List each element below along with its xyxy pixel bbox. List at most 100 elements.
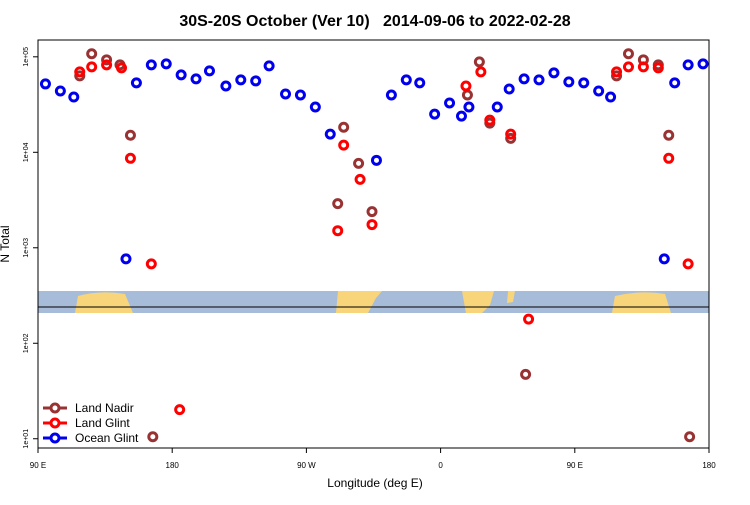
point (145, 59, 157, 71)
point (338, 139, 350, 151)
x-tick-label: 180 (702, 461, 716, 470)
point (160, 58, 172, 70)
point (250, 75, 262, 87)
point (130, 77, 142, 89)
point (414, 77, 426, 89)
point (563, 76, 575, 88)
point (280, 88, 292, 100)
point (145, 258, 157, 270)
point (338, 121, 350, 133)
point (663, 129, 675, 141)
y-tick-label: 1e+02 (23, 333, 30, 353)
point (332, 225, 344, 237)
point (652, 62, 664, 74)
legend-marker (49, 432, 61, 444)
point (682, 258, 694, 270)
point (74, 70, 86, 82)
point (68, 91, 80, 103)
point (505, 128, 517, 140)
point (663, 152, 675, 164)
point (473, 56, 485, 68)
point (637, 61, 649, 73)
point (54, 85, 66, 97)
plot-frame (37, 39, 710, 449)
point (593, 85, 605, 97)
point (491, 101, 503, 113)
point (203, 65, 215, 77)
point (124, 129, 136, 141)
point (86, 48, 98, 60)
point (682, 59, 694, 71)
point (669, 77, 681, 89)
point (354, 173, 366, 185)
point (101, 54, 113, 66)
point (366, 206, 378, 218)
point (370, 154, 382, 166)
point (116, 62, 128, 74)
point (455, 110, 467, 122)
y-tick-label: 1e+05 (23, 47, 30, 67)
y-tick-label: 1e+03 (23, 238, 30, 258)
y-axis-label: N Total (0, 225, 12, 262)
point (684, 431, 696, 443)
x-tick-label: 90 W (297, 461, 316, 470)
point (503, 83, 515, 95)
point (124, 152, 136, 164)
point (444, 97, 456, 109)
point (147, 431, 159, 443)
point (658, 253, 670, 265)
point (475, 66, 487, 78)
point (460, 80, 472, 92)
point (175, 69, 187, 81)
point (429, 108, 441, 120)
x-tick-label: 0 (438, 461, 443, 470)
point (697, 58, 709, 70)
point (385, 89, 397, 101)
point (174, 404, 186, 416)
x-tick-label: 90 E (567, 461, 583, 470)
point (294, 89, 306, 101)
point (353, 157, 365, 169)
legend-label: Land Nadir (75, 401, 134, 415)
point (120, 253, 132, 265)
point (611, 66, 623, 78)
point (505, 132, 517, 144)
point (366, 219, 378, 231)
x-tick-label: 90 E (30, 461, 46, 470)
point (220, 80, 232, 92)
point (101, 59, 113, 71)
chart-title: 30S-20S October (Ver 10) 2014-09-06 to 2… (179, 13, 570, 30)
point (86, 61, 98, 73)
legend-marker (49, 417, 61, 429)
point (520, 368, 532, 380)
point (518, 73, 530, 85)
y-tick-label: 1e+01 (23, 429, 30, 449)
point (74, 66, 86, 78)
point (484, 114, 496, 126)
point (309, 101, 321, 113)
legend-label: Ocean Glint (75, 431, 139, 445)
point (332, 198, 344, 210)
legend-marker (49, 402, 61, 414)
point (461, 89, 473, 101)
point (548, 67, 560, 79)
point (235, 74, 247, 86)
point (533, 74, 545, 86)
point (611, 70, 623, 82)
point (578, 77, 590, 89)
legend-label: Land Glint (75, 416, 130, 430)
map-strip (38, 291, 709, 313)
point (39, 78, 51, 90)
point (622, 48, 634, 60)
point (400, 74, 412, 86)
point (622, 61, 634, 73)
point (190, 73, 202, 85)
point (523, 313, 535, 325)
point (263, 60, 275, 72)
x-axis-label: Longitude (deg E) (327, 476, 422, 490)
point (605, 91, 617, 103)
point (463, 101, 475, 113)
point (324, 128, 336, 140)
x-tick-label: 180 (166, 461, 180, 470)
